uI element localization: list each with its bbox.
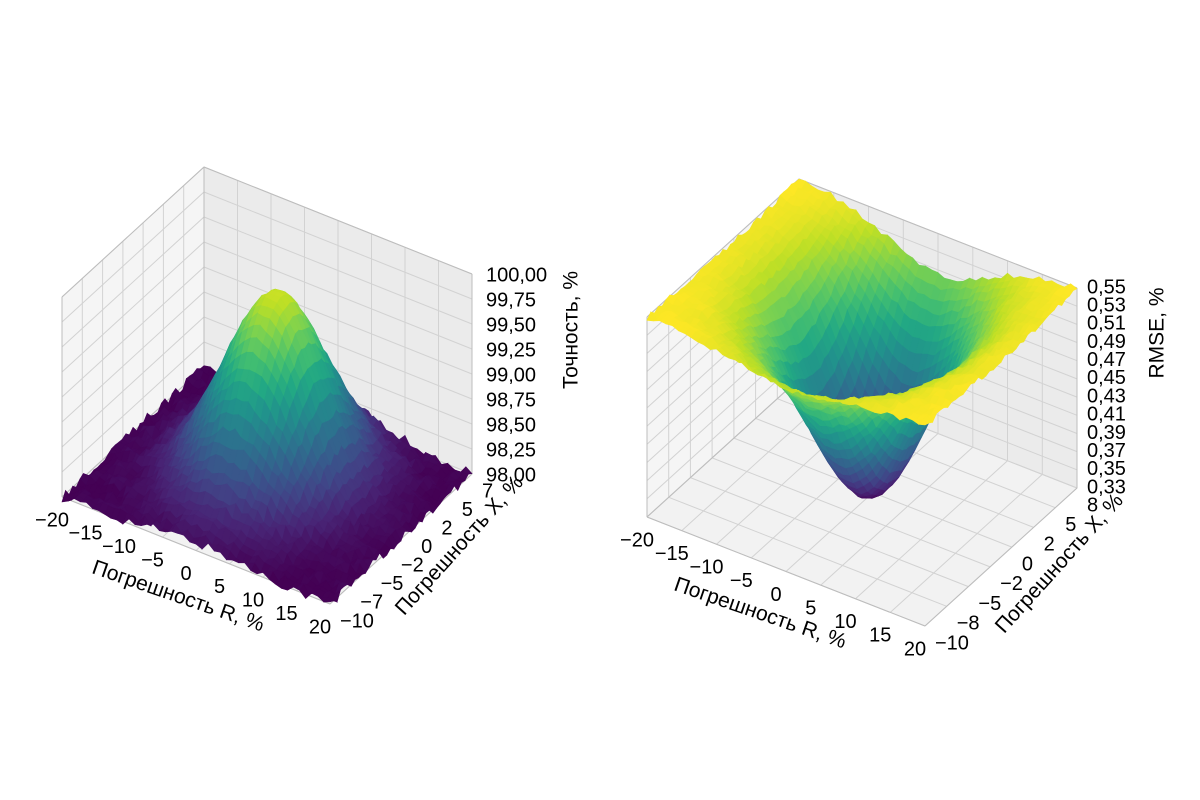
y-tick-label: 2 (441, 517, 452, 539)
y-tick-label: −10 (340, 610, 374, 632)
z-tick-label: 98,25 (486, 439, 536, 461)
x-tick-label: 15 (869, 625, 891, 647)
z-tick-label: 0,37 (1087, 440, 1126, 462)
y-tick-label: −5 (978, 593, 1001, 615)
x-tick-label: 10 (834, 611, 856, 633)
z-tick-label: 98,75 (486, 389, 536, 411)
y-tick-label: −5 (381, 573, 404, 595)
z-tick-label: 98,50 (486, 414, 536, 436)
x-tick-label: 5 (214, 576, 225, 598)
y-tick-label: −2 (1000, 573, 1023, 595)
z-tick-label: 0,47 (1087, 349, 1126, 371)
x-tick-label: −5 (730, 570, 753, 592)
z-tick-label: 0,45 (1087, 367, 1126, 389)
z-tick-label: 99,75 (486, 289, 536, 311)
y-tick-label: −8 (957, 613, 980, 635)
y-tick-label: 0 (1022, 553, 1033, 575)
z-tick-label: 0,51 (1087, 313, 1126, 335)
x-tick-label: −20 (35, 509, 69, 531)
z-tick-label: 0,33 (1087, 476, 1126, 498)
z-tick-label: 0,39 (1087, 422, 1126, 444)
x-tick-label: 10 (242, 590, 264, 612)
z-axis-label: Точность, % (560, 271, 583, 389)
surface-mesh (61, 288, 473, 603)
x-tick-label: 15 (275, 603, 297, 625)
z-tick-label: 0,55 (1087, 276, 1126, 298)
y-tick-label: −7 (360, 592, 383, 614)
x-tick-label: 20 (309, 616, 331, 638)
x-tick-label: 5 (805, 597, 816, 619)
z-tick-label: 99,00 (486, 364, 536, 386)
x-tick-label: −15 (655, 543, 689, 565)
x-tick-label: −10 (102, 536, 136, 558)
y-tick-label: 7 (482, 480, 493, 502)
y-tick-label: 8 (1087, 494, 1098, 516)
y-tick-label: 0 (421, 536, 432, 558)
x-tick-label: −20 (620, 529, 654, 551)
z-tick-label: 100,00 (486, 264, 547, 286)
y-tick-label: 5 (1065, 514, 1076, 536)
y-tick-label: −2 (401, 555, 424, 577)
x-tick-label: −15 (69, 523, 103, 545)
z-tick-label: 0,41 (1087, 404, 1126, 426)
y-tick-label: 5 (462, 499, 473, 521)
x-tick-label: −10 (690, 557, 724, 579)
z-tick-label: 0,43 (1087, 385, 1126, 407)
z-tick-label: 0,53 (1087, 294, 1126, 316)
x-tick-label: −5 (141, 549, 164, 571)
x-tick-label: 20 (904, 638, 926, 660)
x-tick-label: 0 (770, 584, 781, 606)
z-tick-label: 99,25 (486, 339, 536, 361)
z-tick-label: 0,35 (1087, 458, 1126, 480)
surface-mesh (646, 178, 1078, 499)
z-tick-label: 0,49 (1087, 331, 1126, 353)
y-tick-label: 2 (1044, 534, 1055, 556)
x-tick-label: 0 (180, 563, 191, 585)
z-tick-label: 98,00 (486, 464, 536, 486)
z-axis-label: RMSE, % (1146, 287, 1169, 378)
z-tick-label: 99,50 (486, 314, 536, 336)
y-tick-label: −10 (935, 632, 969, 654)
